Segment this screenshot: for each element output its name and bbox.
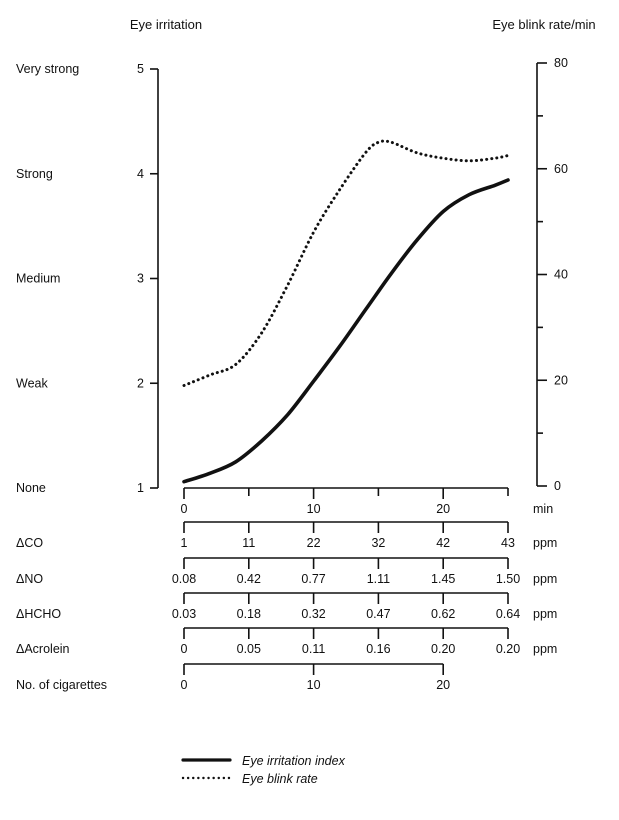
x-scale-tick-label: 20 <box>436 678 450 692</box>
left-axis-tick-label: 5 <box>137 62 144 76</box>
x-scale-tick-label: 0.16 <box>366 642 390 656</box>
x-scale-tick-label: 10 <box>307 678 321 692</box>
x-scale-tick-label: 0 <box>181 678 188 692</box>
x-scale-name: ΔNO <box>16 572 43 586</box>
x-scale-tick-label: 0.77 <box>301 572 325 586</box>
x-scale-tick-label: 0 <box>181 502 188 516</box>
x-scale-name: ΔHCHO <box>16 607 61 621</box>
left-axis-category-label: Very strong <box>16 62 79 76</box>
x-scale-tick-label: 0.20 <box>496 642 520 656</box>
series-line-eye-irritation-index <box>182 178 510 484</box>
left-axis-category-label: Medium <box>16 272 60 286</box>
right-axis-tick-label: 0 <box>554 479 561 493</box>
x-scale-tick-label: 0.08 <box>172 572 196 586</box>
x-scale-tick-label: 0.11 <box>302 642 325 656</box>
left-axis-tick-label: 2 <box>137 376 144 390</box>
x-scale-tick-label: 0.05 <box>237 642 261 656</box>
right-axis-tick-label: 80 <box>554 56 568 70</box>
left-axis-category-label: None <box>16 481 46 495</box>
left-axis-category-label: Strong <box>16 167 53 181</box>
x-scale-unit: ppm <box>533 607 557 621</box>
x-scale-tick-label: 0.03 <box>172 607 196 621</box>
x-scale-name: ΔCO <box>16 536 43 550</box>
x-scale-unit: ppm <box>533 572 557 586</box>
x-scale-1: 0 10 20 min <box>181 487 553 516</box>
x-scale-tick-label: 11 <box>242 536 255 550</box>
x-scale-5: 0 0.05 0.11 0.16 0.20 0.20 ΔAcrolein ppm <box>16 627 557 656</box>
legend-label: Eye irritation index <box>242 754 346 768</box>
x-scale-tick-label: 0.47 <box>366 607 390 621</box>
right-axis: 0 20 40 60 80 <box>536 56 568 493</box>
x-scale-6: 0 10 20 No. of cigarettes <box>16 663 450 692</box>
legend: Eye irritation index Eye blink rate <box>181 754 346 786</box>
x-scale-name: ΔAcrolein <box>16 642 70 656</box>
x-scale-tick-label: 20 <box>436 502 450 516</box>
x-scale-tick-label: 0.18 <box>237 607 261 621</box>
series-layer <box>182 139 510 484</box>
right-axis-tick-label: 60 <box>554 162 568 176</box>
left-axis-tick-label: 3 <box>137 272 144 286</box>
x-scale-tick-label: 1.50 <box>496 572 520 586</box>
x-scale-tick-label: 1 <box>181 536 188 550</box>
left-axis-category-label: Weak <box>16 376 48 390</box>
x-scale-tick-label: 0 <box>181 642 188 656</box>
x-scale-tick-label: 1.45 <box>431 572 455 586</box>
x-scale-tick-label: 32 <box>371 536 385 550</box>
right-axis-tick-label: 20 <box>554 373 568 387</box>
x-scale-name: No. of cigarettes <box>16 678 107 692</box>
right-axis-tick-label: 40 <box>554 268 568 282</box>
x-scale-tick-label: 0.20 <box>431 642 455 656</box>
legend-label: Eye blink rate <box>242 772 318 786</box>
x-scale-tick-label: 0.64 <box>496 607 520 621</box>
x-scale-3: 0.08 0.42 0.77 1.11 1.45 1.50 ΔNO ppm <box>16 557 557 586</box>
x-scale-tick-label: 43 <box>501 536 515 550</box>
series-line-eye-blink-rate <box>182 139 510 387</box>
left-axis-tick-label: 4 <box>137 167 144 181</box>
x-scale-tick-label: 10 <box>307 502 321 516</box>
x-scale-tick-label: 0.42 <box>237 572 261 586</box>
x-scale-tick-label: 1.11 <box>367 572 390 586</box>
x-scale-tick-label: 0.62 <box>431 607 455 621</box>
left-axis-tick-label: 1 <box>137 481 144 495</box>
x-scale-4: 0.03 0.18 0.32 0.47 0.62 0.64 ΔHCHO ppm <box>16 592 557 621</box>
left-axis-title: Eye irritation <box>130 17 202 32</box>
x-scale-tick-label: 42 <box>436 536 450 550</box>
x-scale-unit: ppm <box>533 642 557 656</box>
right-axis-title: Eye blink rate/min <box>492 17 595 32</box>
x-scale-tick-label: 0.32 <box>301 607 325 621</box>
x-scale-unit: ppm <box>533 536 557 550</box>
left-axis: 1 None 2 Weak 3 Medium 4 Strong 5 Very strong <box>16 62 159 495</box>
x-scale-unit: min <box>533 502 553 516</box>
x-scale-tick-label: 22 <box>307 536 321 550</box>
